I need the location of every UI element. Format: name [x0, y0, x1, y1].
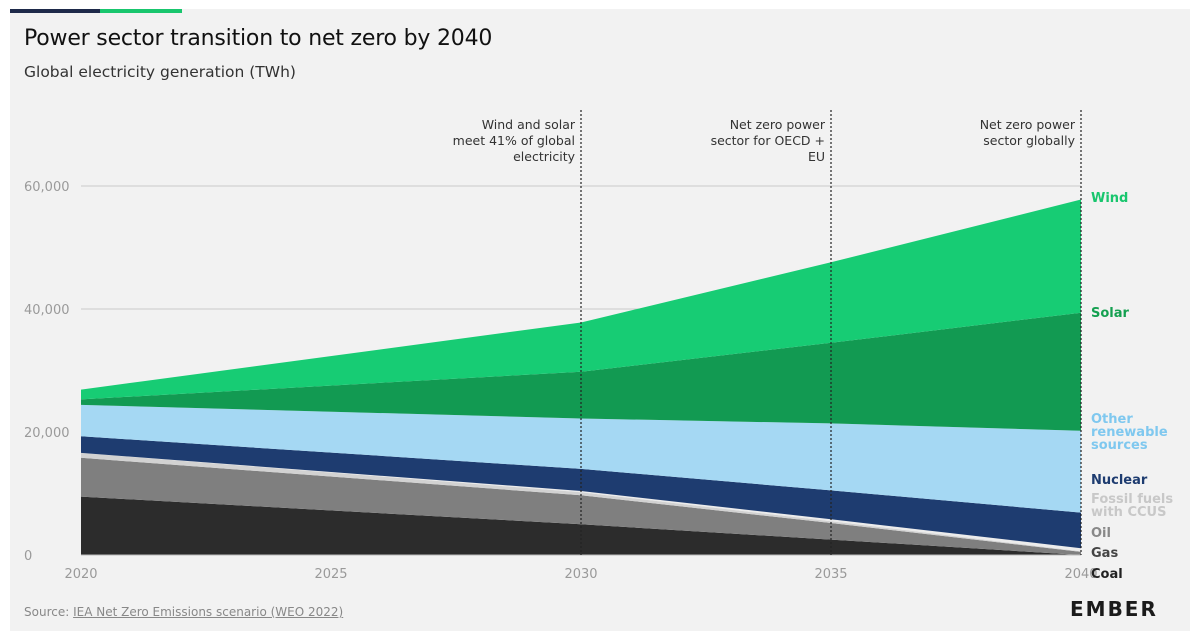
y-tick-label: 60,000 — [24, 180, 70, 195]
annotation-text: Net zero power sector for OECD + EU — [711, 117, 826, 164]
x-tick-label: 2040 — [1064, 567, 1097, 582]
area-oil — [81, 452, 1081, 552]
chart-title: Power sector transition to net zero by 2… — [24, 26, 493, 51]
accent-bar-dark — [10, 9, 100, 13]
series-label-wind: Wind — [1091, 191, 1128, 206]
accent-bar-green — [100, 9, 182, 13]
annotation-text: Wind and solar meet 41% of global electric… — [453, 117, 576, 164]
ember-logo: EMBER — [1070, 597, 1158, 621]
x-tick-label: 2035 — [814, 567, 847, 582]
series-label-coal: Coal — [1091, 567, 1123, 582]
series-label-oil: Oil — [1091, 526, 1111, 541]
series-label-other: Other renewable sources — [1091, 412, 1168, 453]
y-tick-label: 20,000 — [24, 426, 70, 441]
chart-subtitle: Global electricity generation (TWh) — [24, 63, 296, 81]
source-prefix: Source: — [24, 605, 74, 619]
area-coal — [81, 496, 1081, 555]
series-label-nuclear: Nuclear — [1091, 473, 1148, 488]
source-note: Source: IEA Net Zero Emissions scenario … — [24, 605, 343, 619]
series-label-ccus: Fossil fuels with CCUS — [1091, 492, 1173, 520]
series-label-gas: Gas — [1091, 546, 1118, 561]
annotation-text: Net zero power sector globally — [980, 117, 1076, 148]
y-tick-label: 40,000 — [24, 303, 70, 318]
x-tick-label: 2025 — [314, 567, 347, 582]
source-link[interactable]: IEA Net Zero Emissions scenario (WEO 202… — [73, 605, 344, 619]
x-tick-label: 2030 — [564, 567, 597, 582]
x-tick-label: 2020 — [64, 567, 97, 582]
y-tick-label: 0 — [24, 549, 32, 564]
area-nuclear — [81, 436, 1081, 549]
series-label-solar: Solar — [1091, 306, 1130, 321]
